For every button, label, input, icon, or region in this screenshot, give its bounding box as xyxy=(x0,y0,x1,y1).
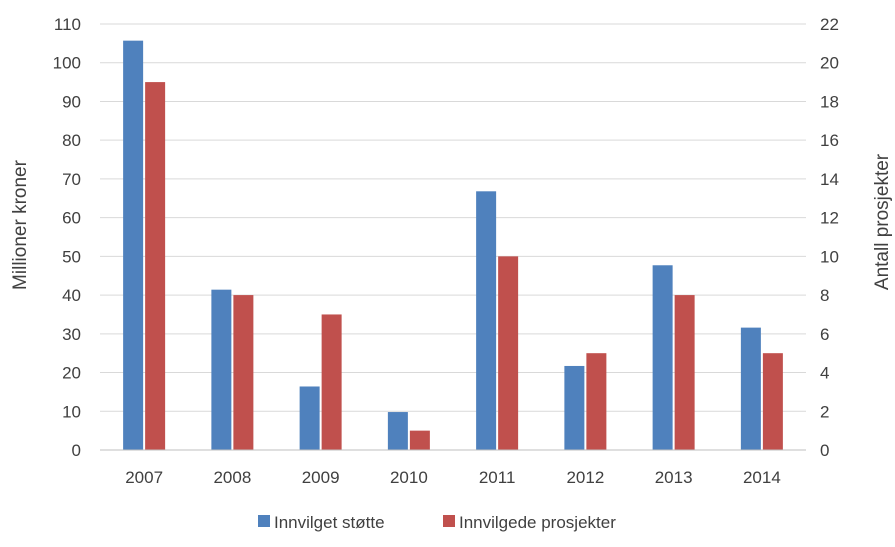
x-tick-label: 2007 xyxy=(125,468,163,487)
y-right-tick-label: 14 xyxy=(820,170,839,189)
bar-innvilgede-prosjekter xyxy=(409,430,430,450)
y-right-tick-label: 8 xyxy=(820,286,829,305)
y-right-tick-label: 0 xyxy=(820,441,829,460)
y-right-tick-label: 6 xyxy=(820,325,829,344)
x-tick-label: 2010 xyxy=(390,468,428,487)
y-left-tick-label: 110 xyxy=(54,15,81,34)
y-right-tick-label: 22 xyxy=(820,15,839,34)
x-tick-label: 2011 xyxy=(479,468,516,487)
y-left-tick-label: 70 xyxy=(62,170,81,189)
bar-innvilget-stotte xyxy=(740,327,761,450)
bar-innvilget-stotte xyxy=(299,386,320,450)
y-left-tick-label: 90 xyxy=(62,92,81,111)
legend-swatch xyxy=(443,515,455,527)
y-right-tick-label: 18 xyxy=(820,92,839,111)
bars xyxy=(123,40,783,450)
legend-swatch xyxy=(258,515,270,527)
bar-innvilgede-prosjekter xyxy=(586,353,607,450)
y-axis-left-label: Millioner kroner xyxy=(10,159,31,290)
bar-innvilget-stotte xyxy=(564,365,585,450)
y-left-tick-label: 10 xyxy=(62,402,81,421)
y-left-tick-label: 20 xyxy=(62,364,81,383)
y-left-tick-label: 30 xyxy=(62,325,81,344)
axes: 0 10 20 30 40 50 60 70 80 90 100 110 0 2 4 6 8 10 12 14 16 18… xyxy=(53,15,839,487)
legend: Innvilget støtte Innvilgede prosjekter xyxy=(258,513,616,532)
legend-label: Innvilgede prosjekter xyxy=(459,513,616,532)
bar-innvilgede-prosjekter xyxy=(674,295,695,450)
gridlines xyxy=(100,23,806,412)
bar-innvilget-stotte xyxy=(476,191,497,450)
y-right-tick-label: 16 xyxy=(820,131,839,150)
x-tick-label: 2008 xyxy=(213,468,251,487)
x-tick-label: 2009 xyxy=(302,468,340,487)
bar-innvilgede-prosjekter xyxy=(762,353,783,450)
bar-innvilget-stotte xyxy=(211,289,232,450)
legend-label: Innvilget støtte xyxy=(274,513,385,532)
y-left-tick-label: 50 xyxy=(62,247,81,266)
bar-innvilgede-prosjekter xyxy=(233,295,254,450)
y-right-tick-label: 20 xyxy=(820,54,839,73)
y-right-tick-label: 10 xyxy=(820,247,839,266)
bar-innvilget-stotte xyxy=(123,40,144,450)
y-left-tick-label: 40 xyxy=(62,286,81,305)
bar-innvilgede-prosjekter xyxy=(321,314,342,450)
bar-innvilget-stotte xyxy=(652,265,673,450)
y-left-tick-label: 0 xyxy=(72,441,81,460)
bar-innvilget-stotte xyxy=(387,412,408,450)
x-tick-label: 2013 xyxy=(655,468,693,487)
y-left-tick-label: 60 xyxy=(62,209,81,228)
y-left-tick-label: 100 xyxy=(53,54,81,73)
x-tick-label: 2012 xyxy=(566,468,604,487)
y-axis-right-label: Antall prosjekter xyxy=(872,153,893,290)
bar-innvilgede-prosjekter xyxy=(498,256,519,450)
y-right-tick-label: 12 xyxy=(820,209,839,228)
y-left-tick-label: 80 xyxy=(62,131,81,150)
y-right-tick-label: 4 xyxy=(820,364,829,383)
bar-innvilgede-prosjekter xyxy=(145,82,166,450)
x-tick-label: 2014 xyxy=(743,468,781,487)
y-right-tick-label: 2 xyxy=(820,402,829,421)
